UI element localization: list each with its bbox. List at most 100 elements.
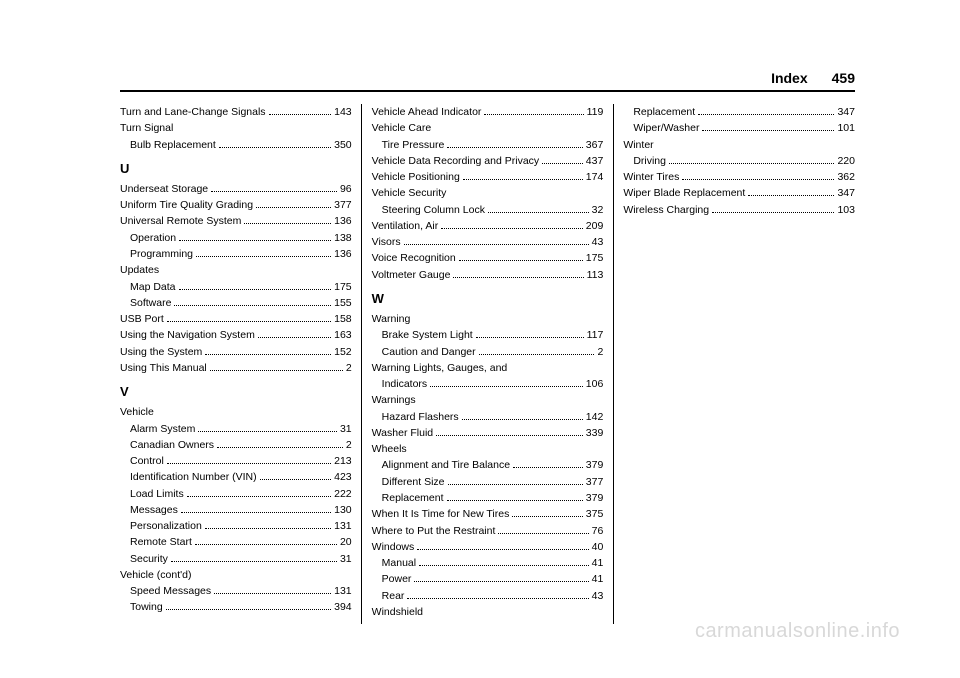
entry-page: 142 bbox=[586, 409, 604, 425]
entry-page: 2 bbox=[346, 360, 352, 376]
index-entry: Using the Navigation System 163 bbox=[120, 327, 352, 343]
entry-page: 394 bbox=[334, 599, 352, 615]
index-entry: Programming 136 bbox=[120, 246, 352, 262]
entry-page: 362 bbox=[837, 169, 855, 185]
entry-label: Power bbox=[382, 571, 412, 587]
dot-leader bbox=[430, 379, 583, 387]
entry-page: 379 bbox=[586, 490, 604, 506]
entry-label: Load Limits bbox=[130, 486, 184, 502]
entry-label: Using the System bbox=[120, 344, 202, 360]
dot-leader bbox=[404, 237, 589, 245]
index-letter: V bbox=[120, 382, 352, 402]
entry-page: 375 bbox=[586, 506, 604, 522]
dot-leader bbox=[171, 553, 337, 561]
entry-page: 41 bbox=[592, 571, 604, 587]
index-heading: Vehicle Security bbox=[372, 185, 604, 201]
dot-leader bbox=[211, 184, 337, 192]
entry-page: 106 bbox=[586, 376, 604, 392]
dot-leader bbox=[214, 586, 331, 594]
entry-label: Messages bbox=[130, 502, 178, 518]
index-entry: Wiper/Washer 101 bbox=[623, 120, 855, 136]
index-heading: Vehicle Care bbox=[372, 120, 604, 136]
entry-label: Caution and Danger bbox=[382, 344, 476, 360]
entry-page: 32 bbox=[592, 202, 604, 218]
entry-label: Ventilation, Air bbox=[372, 218, 439, 234]
watermark-text: carmanualsonline.info bbox=[695, 620, 900, 643]
dot-leader bbox=[407, 590, 588, 598]
index-page: Index 459 Turn and Lane-Change Signals14… bbox=[120, 70, 855, 648]
index-entry: Hazard Flashers142 bbox=[372, 409, 604, 425]
entry-label: Turn and Lane-Change Signals bbox=[120, 104, 266, 120]
entry-page: 209 bbox=[586, 218, 604, 234]
entry-label: Bulb Replacement bbox=[130, 137, 216, 153]
index-entry: Map Data175 bbox=[120, 279, 352, 295]
index-entry: Towing 394 bbox=[120, 599, 352, 615]
entry-page: 136 bbox=[334, 246, 352, 262]
entry-label: Wireless Charging bbox=[623, 202, 709, 218]
entry-label: Wiper Blade Replacement bbox=[623, 185, 745, 201]
dot-leader bbox=[417, 541, 588, 549]
entry-label: Programming bbox=[130, 246, 193, 262]
dot-leader bbox=[167, 456, 331, 464]
entry-page: 379 bbox=[586, 457, 604, 473]
entry-label: Wiper/Washer bbox=[633, 120, 699, 136]
index-entry: Remote Start20 bbox=[120, 534, 352, 550]
index-heading: Updates bbox=[120, 262, 352, 278]
entry-label: Windows bbox=[372, 539, 415, 555]
dot-leader bbox=[463, 172, 583, 180]
index-entry: Wireless Charging103 bbox=[623, 202, 855, 218]
index-entry: Using the System 152 bbox=[120, 344, 352, 360]
index-heading: Wheels bbox=[372, 441, 604, 457]
entry-label: Where to Put the Restraint bbox=[372, 523, 496, 539]
entry-label: When It Is Time for New Tires bbox=[372, 506, 510, 522]
entry-label: Winter Tires bbox=[623, 169, 679, 185]
entry-label: Manual bbox=[382, 555, 416, 571]
dot-leader bbox=[269, 107, 332, 115]
dot-leader bbox=[682, 172, 834, 180]
index-entry: Visors43 bbox=[372, 234, 604, 250]
entry-label: Voice Recognition bbox=[372, 250, 456, 266]
entry-label: Personalization bbox=[130, 518, 202, 534]
entry-label: Towing bbox=[130, 599, 163, 615]
entry-label: Vehicle Positioning bbox=[372, 169, 460, 185]
entry-label: Map Data bbox=[130, 279, 176, 295]
entry-label: Rear bbox=[382, 588, 405, 604]
entry-page: 76 bbox=[592, 523, 604, 539]
dot-leader bbox=[219, 139, 331, 147]
entry-label: Using the Navigation System bbox=[120, 327, 255, 343]
entry-page: 152 bbox=[334, 344, 352, 360]
entry-page: 101 bbox=[837, 120, 855, 136]
entry-label: Vehicle Ahead Indicator bbox=[372, 104, 482, 120]
index-heading: Vehicle bbox=[120, 404, 352, 420]
index-entry: Underseat Storage96 bbox=[120, 181, 352, 197]
entry-page: 437 bbox=[586, 153, 604, 169]
index-entry: Manual41 bbox=[372, 555, 604, 571]
entry-page: 131 bbox=[334, 583, 352, 599]
index-entry: Brake System Light117 bbox=[372, 327, 604, 343]
index-heading: Turn Signal bbox=[120, 120, 352, 136]
entry-label: Software bbox=[130, 295, 171, 311]
dot-leader bbox=[166, 602, 331, 610]
index-entry: Vehicle Data Recording and Privacy437 bbox=[372, 153, 604, 169]
index-entry: Replacement347 bbox=[623, 104, 855, 120]
entry-label: Indicators bbox=[382, 376, 428, 392]
dot-leader bbox=[256, 200, 331, 208]
entry-page: 175 bbox=[586, 250, 604, 266]
entry-page: 377 bbox=[334, 197, 352, 213]
dot-leader bbox=[258, 330, 331, 338]
dot-leader bbox=[459, 253, 583, 261]
index-letter: U bbox=[120, 159, 352, 179]
index-entry: Wiper Blade Replacement347 bbox=[623, 185, 855, 201]
dot-leader bbox=[542, 155, 583, 163]
entry-page: 163 bbox=[334, 327, 352, 343]
index-entry: Where to Put the Restraint 76 bbox=[372, 523, 604, 539]
index-entry: Uniform Tire Quality Grading377 bbox=[120, 197, 352, 213]
entry-label: Replacement bbox=[382, 490, 444, 506]
entry-label: Voltmeter Gauge bbox=[372, 267, 451, 283]
index-entry: When It Is Time for New Tires 375 bbox=[372, 506, 604, 522]
entry-page: 158 bbox=[334, 311, 352, 327]
entry-page: 377 bbox=[586, 474, 604, 490]
entry-page: 31 bbox=[340, 421, 352, 437]
index-entry: Replacement 379 bbox=[372, 490, 604, 506]
index-letter: W bbox=[372, 289, 604, 309]
